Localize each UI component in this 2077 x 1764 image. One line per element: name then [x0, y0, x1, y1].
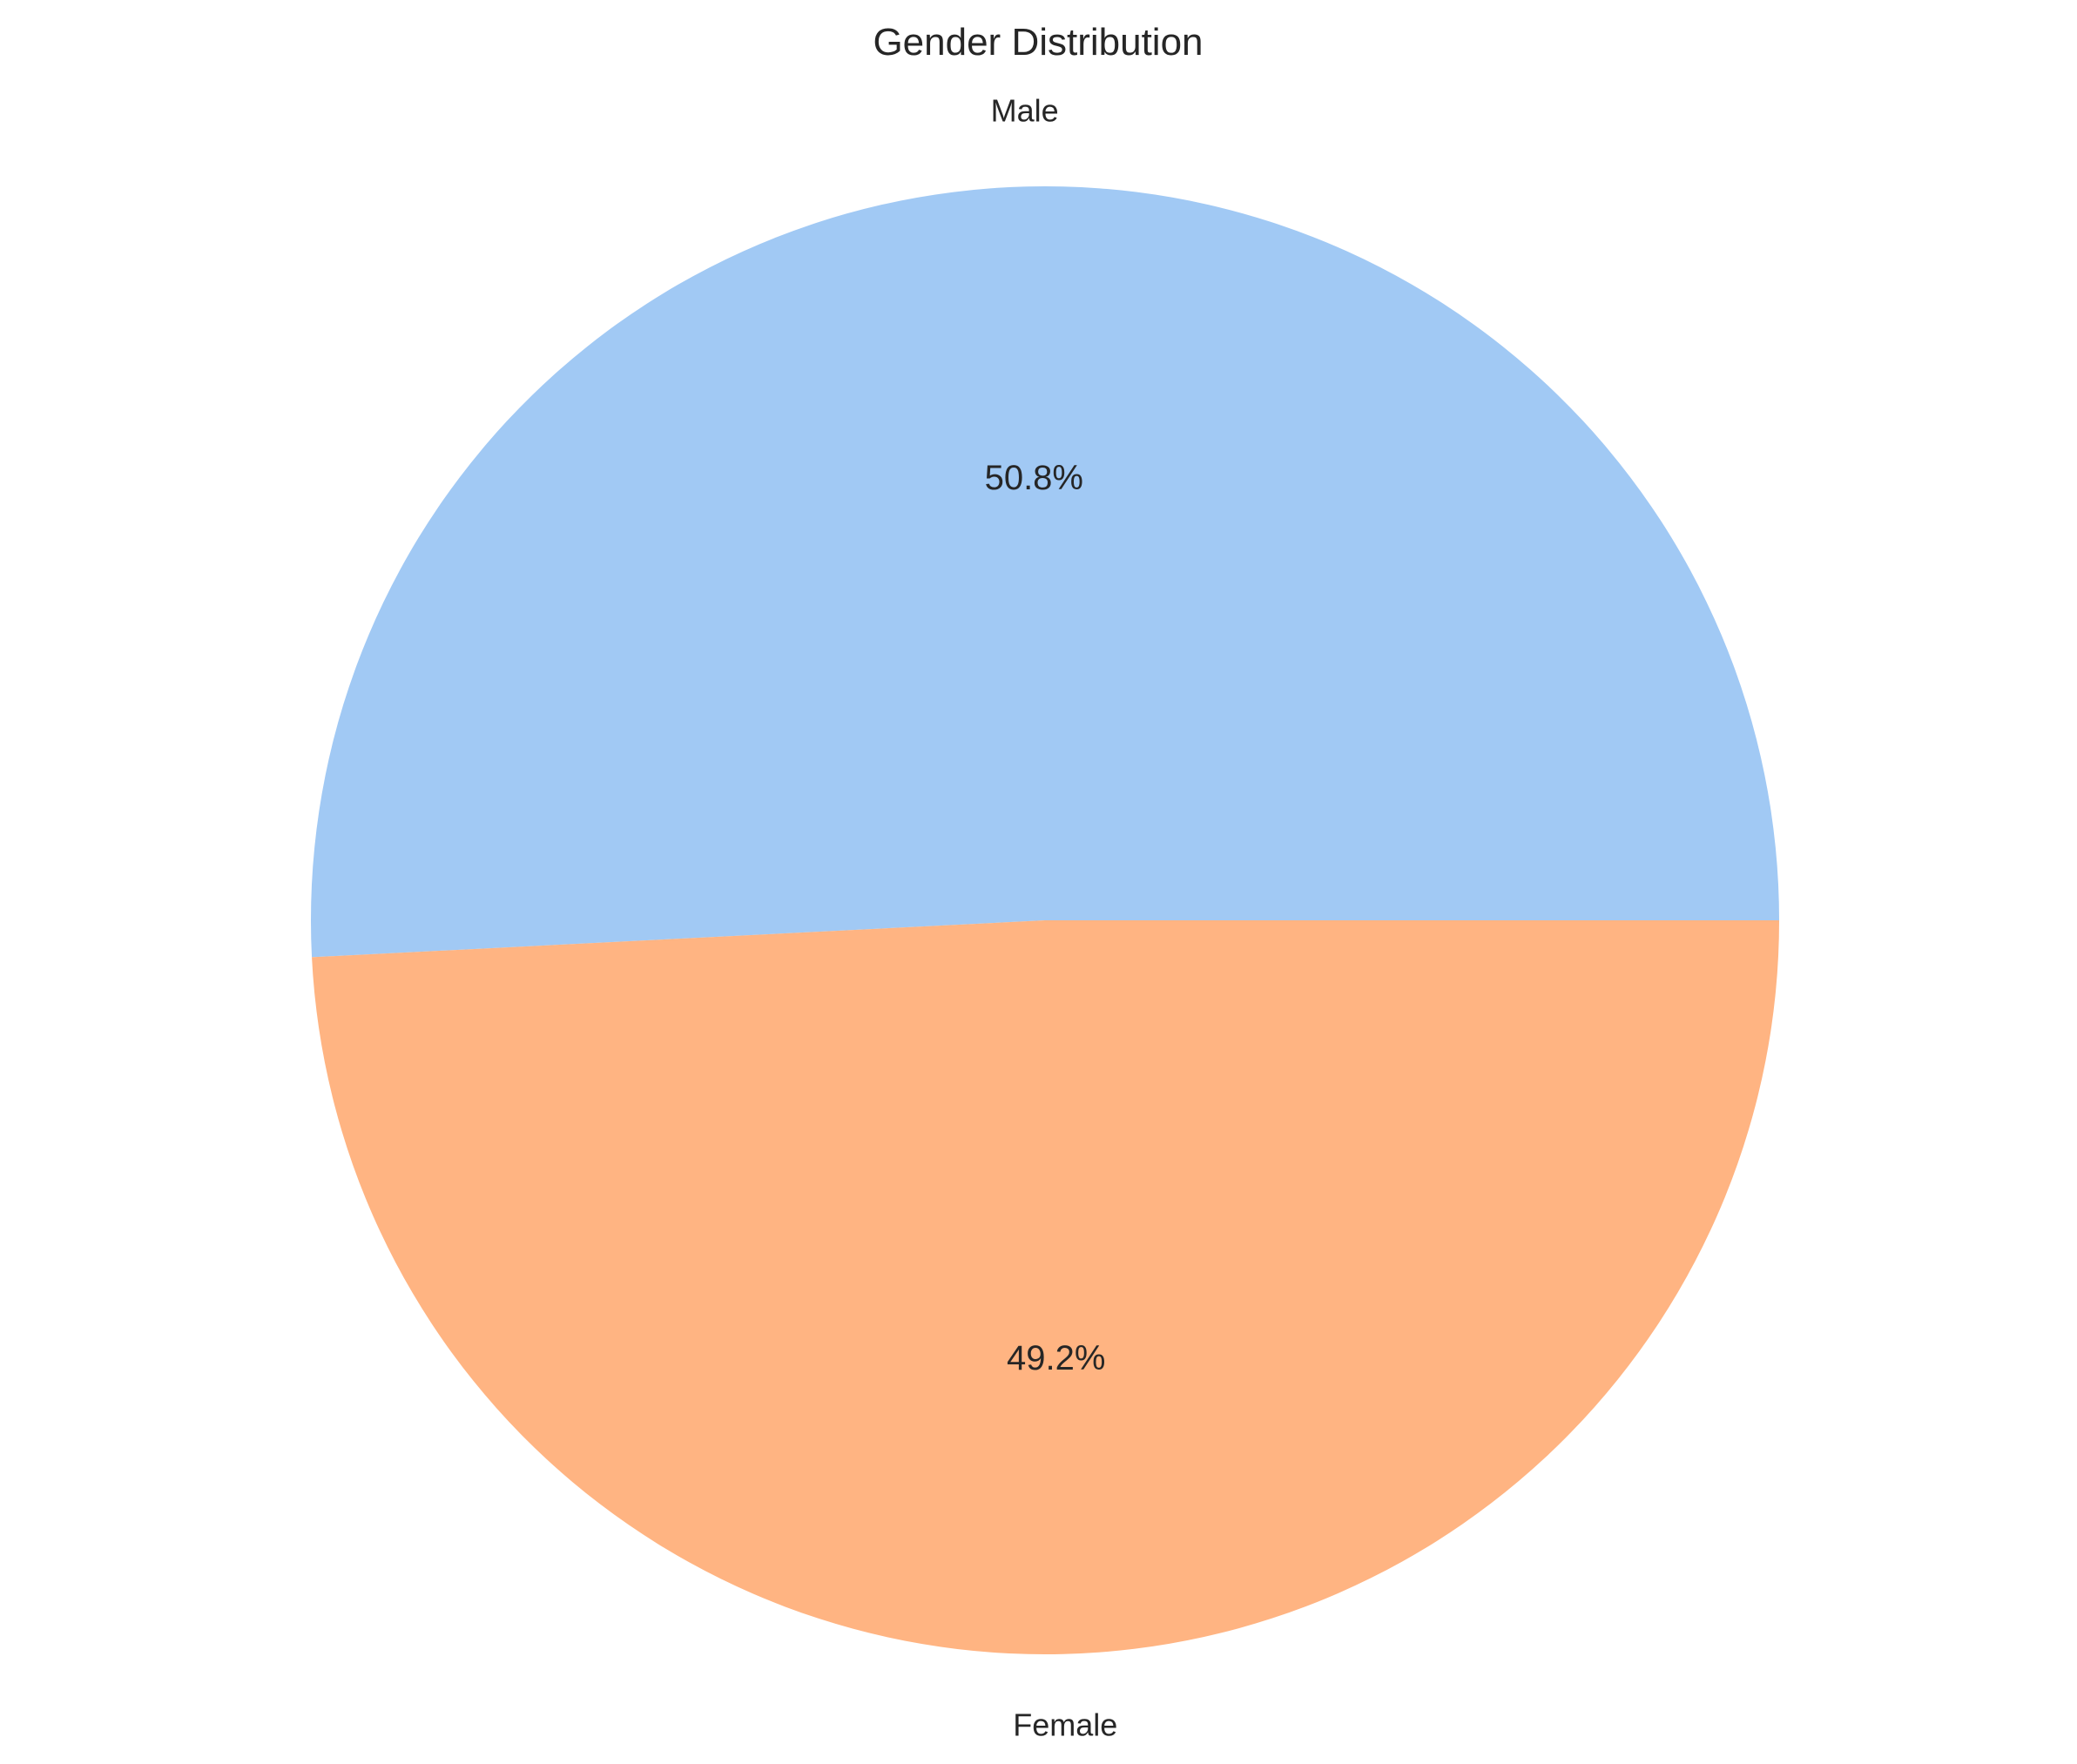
chart-title: Gender Distribution	[873, 21, 1203, 64]
slice-label-female: Female	[1013, 1707, 1117, 1743]
slice-percent-male: 50.8%	[985, 459, 1083, 497]
slice-percent-female: 49.2%	[1007, 1339, 1105, 1377]
pie-slices	[311, 186, 1780, 1655]
pie-slice-female	[312, 920, 1780, 1655]
slice-label-male: Male	[991, 93, 1059, 129]
pie-labels: Male 50.8% Female 49.2%	[985, 93, 1118, 1743]
pie-slice-male	[311, 186, 1779, 958]
